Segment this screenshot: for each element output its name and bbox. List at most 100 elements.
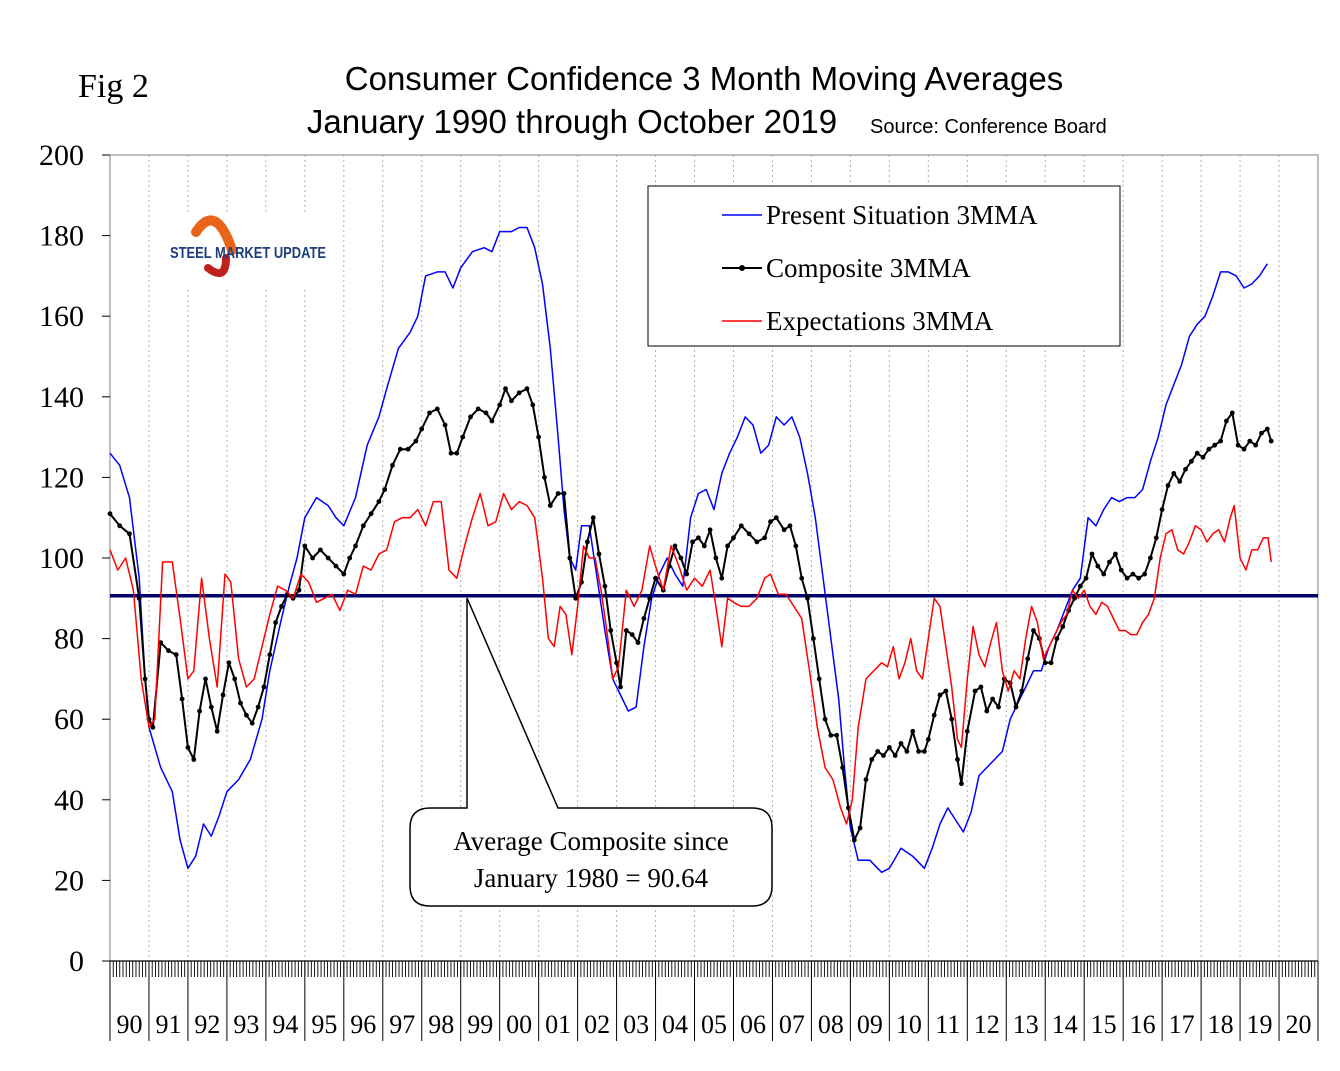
x-tick-label: 09 xyxy=(857,1010,883,1039)
x-axis: 90 91 92 93 94 95 96 97 98 99 00 01 02 03 04 05 06 07 08 09… xyxy=(109,960,1319,1041)
logo-swoosh-inner xyxy=(204,254,230,278)
data-point-composite xyxy=(232,676,238,682)
data-point-composite xyxy=(978,684,984,690)
legend-label-expectations: Expectations 3MMA xyxy=(766,306,994,336)
legend-marker-composite xyxy=(739,265,745,271)
data-point-composite xyxy=(816,676,822,682)
data-point-composite xyxy=(1136,575,1142,581)
y-tick-label: 40 xyxy=(54,784,84,817)
chart-title-line1: Consumer Confidence 3 Month Moving Avera… xyxy=(345,60,1063,97)
data-point-composite xyxy=(397,446,403,452)
data-point-composite xyxy=(427,410,432,416)
data-point-composite xyxy=(647,595,653,601)
data-point-composite xyxy=(1259,430,1264,436)
x-tick-label: 95 xyxy=(311,1010,337,1039)
data-point-composite xyxy=(793,543,799,549)
y-tick-label: 200 xyxy=(39,139,84,172)
data-point-composite xyxy=(503,386,508,392)
data-point-composite xyxy=(1025,656,1031,662)
y-tick-label: 80 xyxy=(54,623,84,656)
y-tick-label: 180 xyxy=(39,220,84,253)
data-point-composite xyxy=(1268,438,1274,444)
data-point-composite xyxy=(179,696,185,702)
data-point-composite xyxy=(244,712,249,718)
data-point-composite xyxy=(822,716,828,722)
data-point-composite xyxy=(567,555,573,561)
data-point-composite xyxy=(1013,704,1019,710)
data-point-composite xyxy=(1113,551,1118,557)
data-point-composite xyxy=(273,620,278,625)
data-point-composite xyxy=(1072,595,1077,601)
logo-text: STEEL MARKET UPDATE xyxy=(170,245,326,262)
data-point-composite xyxy=(931,712,937,718)
data-point-composite xyxy=(1159,507,1165,512)
data-point-composite xyxy=(840,765,845,770)
figure-label: Fig 2 xyxy=(78,68,149,105)
data-point-composite xyxy=(150,724,156,730)
data-point-composite xyxy=(1101,571,1107,577)
data-point-composite xyxy=(910,728,916,734)
data-point-composite xyxy=(302,543,308,549)
data-point-composite xyxy=(117,523,123,529)
x-tick-label: 18 xyxy=(1208,1010,1234,1039)
data-point-composite xyxy=(943,688,949,694)
data-point-composite xyxy=(267,652,273,658)
y-axis: 0 20 40 60 80 100 120 140 160 180 200 xyxy=(39,139,110,978)
data-point-composite xyxy=(725,543,730,549)
steel-market-update-logo: STEEL MARKET UPDATE xyxy=(160,212,335,290)
data-point-composite xyxy=(949,716,955,722)
data-point-composite xyxy=(382,487,388,492)
callout-box xyxy=(409,597,773,907)
x-tick-label: 03 xyxy=(623,1010,649,1039)
data-point-composite xyxy=(834,732,840,738)
x-tick-label: 92 xyxy=(194,1010,220,1039)
data-point-composite xyxy=(590,515,596,521)
data-point-composite xyxy=(990,696,995,702)
data-point-composite xyxy=(454,450,460,456)
x-tick-label: 12 xyxy=(974,1010,1000,1039)
data-point-composite xyxy=(1142,571,1147,577)
x-tick-label: 13 xyxy=(1013,1010,1039,1039)
x-tick-label: 97 xyxy=(389,1010,415,1039)
y-tick-label: 60 xyxy=(54,703,84,736)
data-point-composite xyxy=(1247,438,1253,444)
data-point-composite xyxy=(922,749,927,754)
data-point-composite xyxy=(1054,636,1060,641)
data-point-composite xyxy=(483,410,489,416)
data-point-composite xyxy=(799,575,805,581)
data-point-composite xyxy=(1077,583,1083,589)
data-point-composite xyxy=(1060,624,1066,629)
data-point-composite xyxy=(851,837,857,843)
x-tick-label: 93 xyxy=(233,1010,259,1039)
x-tick-label: 20 xyxy=(1286,1010,1312,1039)
data-point-composite xyxy=(635,640,641,645)
data-point-composite xyxy=(555,491,561,496)
data-point-composite xyxy=(1095,563,1101,569)
data-point-composite xyxy=(561,491,567,496)
x-tick-label: 08 xyxy=(818,1010,844,1039)
vertical-gridlines xyxy=(148,155,1280,961)
data-point-composite xyxy=(713,555,719,561)
data-point-composite xyxy=(1171,471,1177,476)
legend-label-composite: Composite 3MMA xyxy=(766,253,971,283)
data-point-composite xyxy=(1241,446,1247,452)
data-point-composite xyxy=(1089,551,1095,557)
data-point-composite xyxy=(296,587,302,593)
data-point-composite xyxy=(310,555,315,561)
data-point-composite xyxy=(602,583,608,589)
callout: Average Composite since January 1980 = 9… xyxy=(409,597,773,907)
x-tick-label: 01 xyxy=(545,1010,571,1039)
data-point-composite xyxy=(1229,410,1235,416)
data-point-composite xyxy=(828,732,834,738)
data-point-composite xyxy=(787,523,793,529)
data-point-composite xyxy=(1107,559,1112,565)
data-point-composite xyxy=(1194,450,1200,456)
x-tick-label: 91 xyxy=(155,1010,181,1039)
data-point-composite xyxy=(1200,454,1206,460)
data-point-composite xyxy=(142,676,148,682)
data-point-composite xyxy=(158,640,164,645)
data-point-composite xyxy=(360,523,366,529)
x-tick-label: 99 xyxy=(467,1010,493,1039)
data-point-composite xyxy=(516,390,522,396)
data-point-composite xyxy=(255,704,261,710)
